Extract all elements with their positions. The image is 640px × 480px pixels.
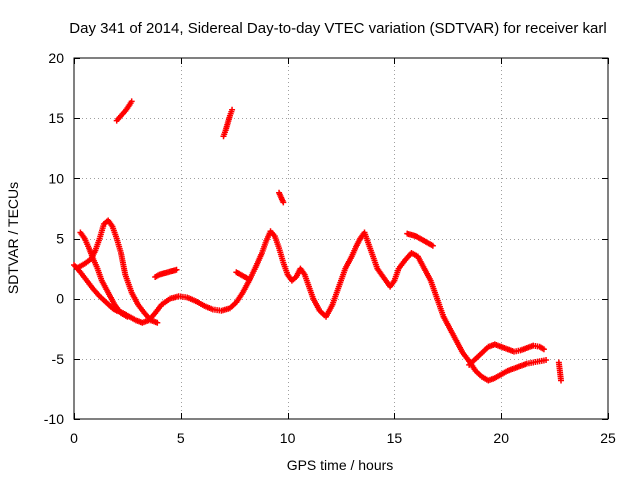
x-tick-label: 10 (280, 430, 296, 446)
y-tick-label: 5 (56, 231, 64, 247)
x-tick-label: 0 (70, 430, 78, 446)
data-points (71, 98, 565, 384)
series-outlier-1 (113, 98, 135, 124)
x-axis-label: GPS time / hours (287, 457, 394, 473)
series-outlier-2 (220, 106, 236, 140)
series-right-tail (466, 341, 547, 368)
data-point (124, 313, 131, 320)
y-tick-label: -5 (52, 351, 65, 367)
y-tick-label: 15 (48, 110, 64, 126)
x-tick-label: 15 (387, 430, 403, 446)
series-arch-1 (75, 217, 161, 326)
data-point (543, 357, 550, 364)
chart-title: Day 341 of 2014, Sidereal Day-to-day VTE… (69, 20, 606, 37)
y-tick-label: 10 (48, 170, 64, 186)
series-segment-3 (404, 230, 436, 249)
series-segment-1 (152, 266, 180, 281)
data-point (154, 319, 161, 326)
data-point (429, 242, 436, 249)
data-point (558, 377, 565, 384)
x-tick-label: 5 (177, 430, 185, 446)
series-arch-2 (77, 229, 131, 320)
data-point (128, 98, 135, 105)
series-segment-2 (233, 269, 253, 283)
y-tick-labels: -10 -5 0 5 10 15 20 (44, 50, 64, 427)
series-segment-4 (555, 359, 565, 384)
data-point (540, 346, 547, 353)
x-tick-label: 20 (493, 430, 509, 446)
data-point (246, 276, 253, 283)
data-point (280, 199, 287, 206)
axis-ticks (74, 58, 609, 420)
x-tick-labels: 0 5 10 15 20 25 (70, 430, 616, 446)
y-tick-label: 0 (56, 291, 64, 307)
plot-frame (73, 57, 609, 420)
y-tick-label: -10 (44, 411, 64, 427)
data-point (229, 106, 236, 113)
series-outlier-3 (276, 189, 287, 206)
data-point (173, 266, 180, 273)
grid (74, 58, 608, 419)
x-tick-label: 25 (600, 430, 616, 446)
y-axis-label: SDTVAR / TECUs (5, 182, 21, 294)
y-tick-label: 20 (48, 50, 64, 66)
